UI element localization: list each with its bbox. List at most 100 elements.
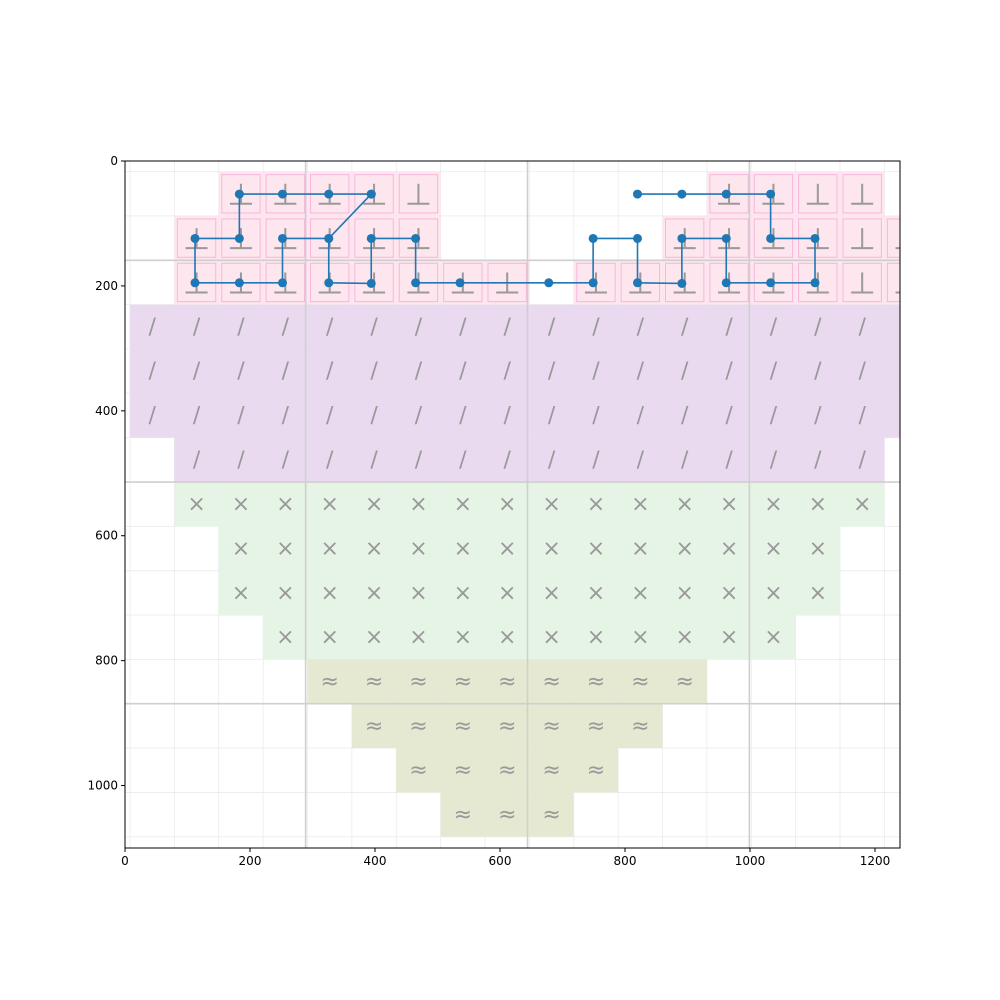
- glyph-green: ×: [365, 492, 383, 517]
- path-point: [721, 233, 731, 243]
- cell-olive: [440, 748, 485, 793]
- glyph-purple: /: [415, 448, 423, 473]
- glyph-purple: /: [503, 448, 511, 473]
- glyph-purple: /: [282, 448, 290, 473]
- glyph-green: ×: [276, 625, 294, 650]
- cell-olive: [396, 748, 441, 793]
- glyph-purple: /: [193, 315, 201, 340]
- glyph-green: ×: [276, 492, 294, 517]
- glyph-green: ×: [853, 492, 871, 517]
- cell-green: [351, 482, 397, 527]
- glyph-green: ×: [498, 492, 516, 517]
- glyph-purple: /: [326, 448, 334, 473]
- cell-green: [662, 526, 707, 571]
- cell-green: [263, 615, 308, 660]
- cell-purple: [218, 437, 264, 483]
- cell-purple: [618, 348, 663, 394]
- glyph-green: ×: [320, 492, 338, 517]
- glyph-purple: /: [370, 359, 378, 384]
- glyph-green: ×: [587, 537, 605, 562]
- cell-green: [307, 526, 352, 571]
- glyph-green: ×: [764, 492, 782, 517]
- glyph-green: ×: [675, 537, 693, 562]
- cell-purple: [218, 304, 264, 349]
- glyph-purple: /: [858, 359, 866, 384]
- cell-purple: [840, 393, 885, 438]
- cell-purple: [174, 393, 219, 438]
- glyph-purple: /: [193, 404, 201, 429]
- cell-green: [351, 570, 397, 616]
- glyph-green: ×: [809, 492, 827, 517]
- cell-inner-box: [842, 174, 882, 214]
- cell-green: [529, 482, 574, 527]
- cell-green: [573, 482, 619, 527]
- glyph-purple: /: [814, 315, 822, 340]
- cell-olive: [351, 703, 397, 749]
- cell-green: [485, 482, 530, 527]
- glyph-green: ×: [498, 625, 516, 650]
- cell-purple: [396, 348, 441, 394]
- cell-green: [795, 482, 840, 527]
- cell-green: [307, 615, 352, 660]
- path-point: [411, 278, 421, 288]
- glyph-green: ×: [587, 625, 605, 650]
- path-point: [324, 278, 334, 288]
- cell-green: [307, 482, 352, 527]
- glyph-green: ×: [764, 581, 782, 606]
- glyph-purple: /: [148, 404, 156, 429]
- path-point: [766, 278, 776, 288]
- y-tick-label: 200: [95, 279, 118, 293]
- cell-green: [662, 615, 707, 660]
- path-point: [411, 233, 421, 243]
- glyph-purple: /: [681, 359, 689, 384]
- glyph-green: ×: [720, 537, 738, 562]
- glyph-olive: ≈: [498, 803, 516, 828]
- cell-green: [485, 526, 530, 571]
- cell-purple: [529, 437, 574, 483]
- glyph-green: ×: [454, 625, 472, 650]
- cell-purple: [795, 348, 840, 394]
- glyph-green: ×: [232, 581, 250, 606]
- cell-green: [529, 615, 574, 660]
- cell-green: [263, 526, 308, 571]
- glyph-olive: ≈: [587, 670, 605, 695]
- glyph-green: ×: [320, 537, 338, 562]
- glyph-purple: /: [637, 359, 645, 384]
- glyph-olive: ≈: [454, 758, 472, 783]
- glyph-olive: ≈: [542, 670, 560, 695]
- glyph-green: ×: [631, 581, 649, 606]
- cell-purple: [218, 393, 264, 438]
- glyph-green: ×: [409, 537, 427, 562]
- cell-green: [751, 482, 796, 527]
- glyph-green: ×: [631, 492, 649, 517]
- cell-green: [396, 570, 441, 616]
- cell-green: [618, 570, 663, 616]
- glyph-olive: ≈: [409, 670, 427, 695]
- glyph-green: ×: [764, 537, 782, 562]
- cell-purple: [795, 304, 840, 349]
- path-point: [721, 278, 731, 288]
- cell-purple: [485, 304, 530, 349]
- cell-purple: [706, 348, 752, 394]
- glyph-green: ×: [454, 537, 472, 562]
- glyph-purple: /: [548, 359, 556, 384]
- cell-olive: [440, 703, 485, 749]
- cell-olive: [485, 659, 530, 704]
- cell-purple: [485, 437, 530, 483]
- cell-green: [618, 615, 663, 660]
- cell-green: [795, 570, 840, 616]
- path-point: [190, 233, 200, 243]
- cell-inner-box: [842, 218, 882, 258]
- glyph-olive: ≈: [587, 714, 605, 739]
- cell-purple: [218, 348, 264, 394]
- cell-olive: [485, 792, 530, 837]
- cell-green: [662, 570, 707, 616]
- cell-olive: [618, 703, 663, 749]
- cell-purple: [706, 393, 752, 438]
- glyph-purple: /: [548, 448, 556, 473]
- glyph-purple: /: [681, 315, 689, 340]
- cell-green: [396, 526, 441, 571]
- glyph-purple: /: [282, 315, 290, 340]
- cell-olive: [396, 703, 441, 749]
